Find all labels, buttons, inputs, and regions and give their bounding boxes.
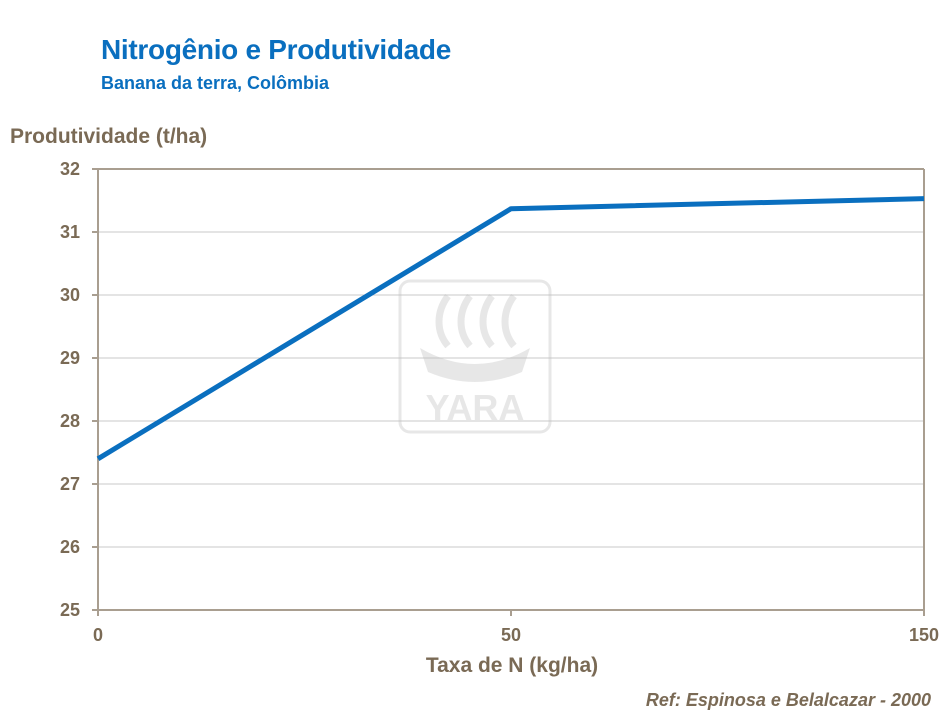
y-tick-label-32: 32 (60, 159, 80, 179)
y-axis-label: Produtividade (t/ha) (10, 125, 208, 148)
reference-note: Ref: Espinosa e Belalcazar - 2000 (645, 690, 931, 710)
watermark-text: YARA (426, 387, 525, 428)
x-tick-label-150: 150 (909, 625, 939, 645)
y-tick-label-28: 28 (60, 411, 80, 431)
axes (92, 168, 925, 616)
y-tick-label-27: 27 (60, 474, 80, 494)
x-axis-label: Taxa de N (kg/ha) (425, 654, 599, 677)
chart-title: Nitrogênio e Produtividade (101, 34, 452, 65)
y-tick-label-29: 29 (60, 348, 80, 368)
series-lines (96, 196, 925, 461)
y-tick-label-30: 30 (60, 285, 80, 305)
y-tick-labels: 25 26 27 28 29 30 31 32 (60, 159, 80, 620)
yara-logo-watermark: YARA (398, 279, 552, 434)
y-tick-label-25: 25 (60, 600, 80, 620)
y-tick-label-26: 26 (60, 537, 80, 557)
x-tick-label-50: 50 (501, 625, 521, 645)
x-tick-label-0: 0 (93, 625, 103, 645)
y-tick-label-31: 31 (60, 222, 80, 242)
x-tick-labels: 0 50 150 (93, 625, 939, 645)
chart-subtitle: Banana da terra, Colômbia (101, 73, 330, 93)
